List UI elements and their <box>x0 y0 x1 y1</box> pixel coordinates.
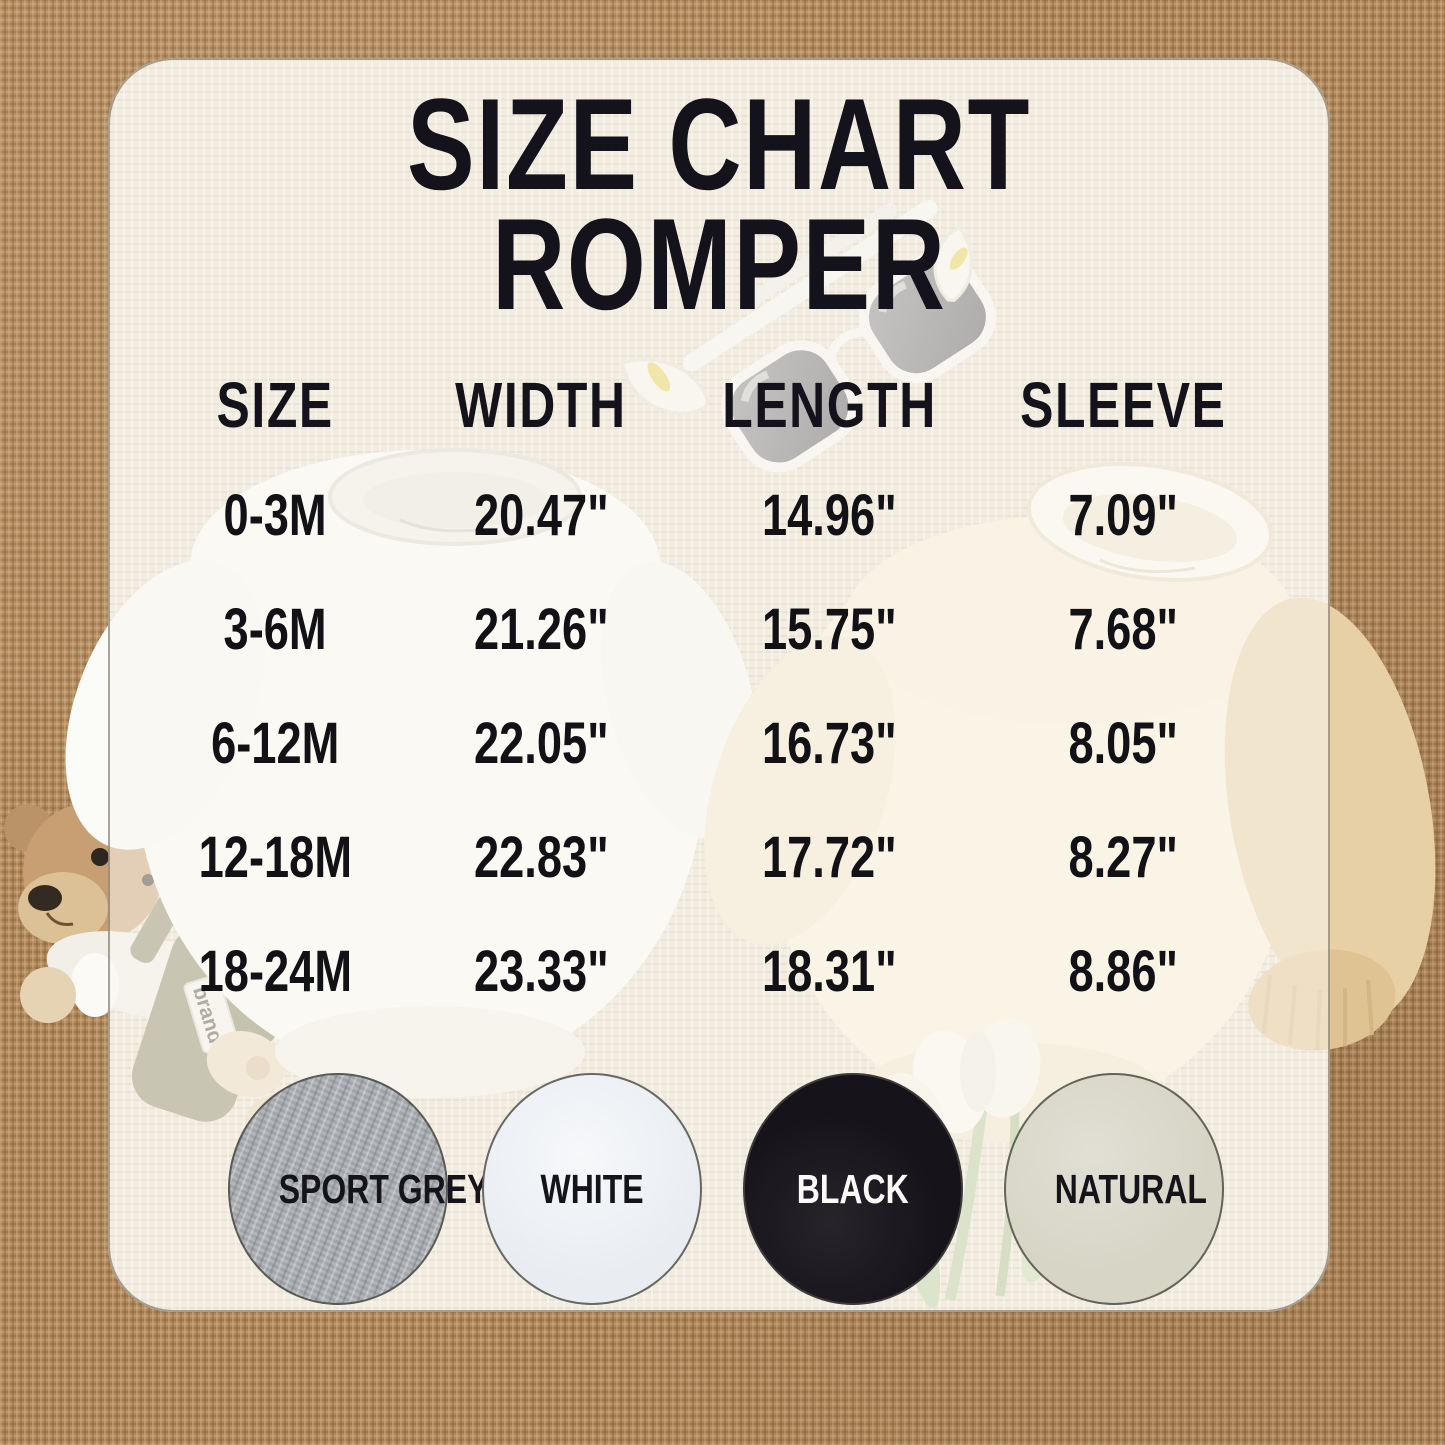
size-table: 0-3M 20.47" 14.96" 7.09" 3-6M 21.26" 15.… <box>152 458 1272 1028</box>
sleeve-cell: 8.86" <box>1068 938 1179 1004</box>
size-cell: 6-12M <box>211 710 340 776</box>
sleeve-cell: 8.27" <box>1068 824 1179 890</box>
sleeve-cell: 8.05" <box>1068 710 1179 776</box>
length-cell: 14.96" <box>762 482 897 548</box>
size-chart-panel: SIZE CHART ROMPER SIZE WIDTH LENGTH SLEE… <box>108 58 1330 1312</box>
table-row: 3-6M 21.26" 15.75" 7.68" <box>152 572 1272 686</box>
column-header-size: SIZE <box>216 369 334 441</box>
title-line-1: SIZE CHART <box>407 71 1031 217</box>
size-cell: 18-24M <box>198 938 352 1004</box>
length-cell: 17.72" <box>762 824 897 890</box>
size-cell: 0-3M <box>223 482 327 548</box>
title-line-2: ROMPER <box>491 191 947 337</box>
swatch-label: BLACK <box>797 1166 909 1212</box>
size-cell: 12-18M <box>198 824 352 890</box>
length-cell: 18.31" <box>762 938 897 1004</box>
table-row: 18-24M 23.33" 18.31" 8.86" <box>152 914 1272 1028</box>
table-row: 6-12M 22.05" 16.73" 8.05" <box>152 686 1272 800</box>
table-row: 0-3M 20.47" 14.96" 7.09" <box>152 458 1272 572</box>
width-cell: 23.33" <box>473 938 609 1004</box>
swatch-natural: NATURAL <box>1004 1073 1224 1305</box>
swatch-label: SPORT GREY <box>278 1166 489 1212</box>
width-cell: 22.05" <box>473 710 609 776</box>
swatch-white: WHITE <box>482 1073 702 1305</box>
size-cell: 3-6M <box>223 596 327 662</box>
width-cell: 20.47" <box>473 482 609 548</box>
table-row: 12-18M 22.83" 17.72" 8.27" <box>152 800 1272 914</box>
column-header-sleeve: SLEEVE <box>1020 369 1227 441</box>
length-cell: 16.73" <box>762 710 897 776</box>
width-cell: 21.26" <box>473 596 609 662</box>
width-cell: 22.83" <box>473 824 609 890</box>
sleeve-cell: 7.68" <box>1068 596 1179 662</box>
swatch-sport-grey: SPORT GREY <box>228 1073 489 1305</box>
swatch-label: NATURAL <box>1054 1166 1207 1212</box>
column-header-length: LENGTH <box>722 369 937 441</box>
swatch-label: WHITE <box>540 1166 644 1212</box>
sleeve-cell: 7.09" <box>1068 482 1179 548</box>
length-cell: 15.75" <box>762 596 897 662</box>
swatch-black: BLACK <box>743 1073 963 1305</box>
page-title: SIZE CHART ROMPER <box>110 71 1328 337</box>
table-header-row: SIZE WIDTH LENGTH SLEEVE <box>152 368 1272 441</box>
column-header-width: WIDTH <box>455 369 627 441</box>
